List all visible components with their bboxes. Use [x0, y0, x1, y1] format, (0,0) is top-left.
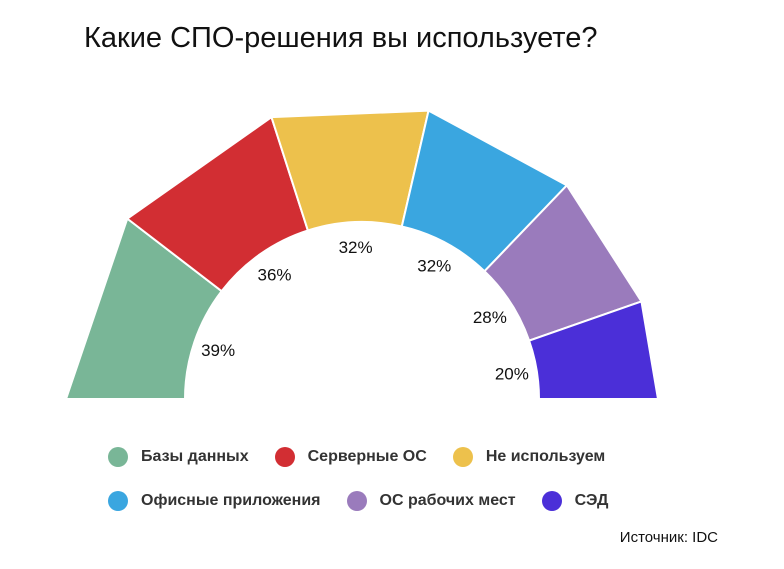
legend-label: Офисные приложения — [141, 492, 321, 509]
legend-item-workstation-os[interactable]: ОС рабочих мест — [346, 491, 516, 511]
legend-swatch — [108, 491, 128, 511]
data-label-0: 39% — [201, 341, 235, 360]
legend-item-server-os[interactable]: Серверные ОС — [274, 447, 427, 467]
legend-swatch — [541, 491, 562, 511]
legend-swatch — [346, 491, 367, 511]
legend-item-databases[interactable]: Базы данных — [108, 447, 249, 467]
legend-item-edms[interactable]: СЭД — [541, 491, 609, 511]
legend-row-2: Офисные приложения ОС рабочих мест СЭД — [108, 491, 634, 511]
legend-label: Не используем — [485, 448, 606, 465]
data-label-3: 32% — [417, 256, 451, 275]
legend-swatch — [452, 447, 473, 467]
legend-label: Серверные ОС — [307, 448, 427, 465]
legend-swatch — [108, 447, 128, 467]
legend-swatch — [274, 447, 295, 467]
legend-row-1: Базы данных Серверные ОС Не используем — [108, 447, 631, 467]
data-label-4: 28% — [473, 308, 507, 327]
semi-donut-chart: 39% 36% 32% 32% 28% 20% — [64, 109, 660, 400]
chart-data-labels: 39% 36% 32% 32% 28% 20% — [201, 238, 529, 383]
data-label-2: 32% — [339, 238, 373, 257]
legend-label: Базы данных — [141, 448, 249, 465]
legend-label: СЭД — [574, 492, 609, 509]
data-label-5: 20% — [495, 365, 529, 384]
data-label-1: 36% — [258, 266, 292, 285]
chart-slices — [64, 109, 660, 400]
legend-item-office-apps[interactable]: Офисные приложения — [108, 491, 321, 511]
chart-title: Какие СПО-решения вы используете? — [84, 22, 598, 54]
legend-label: ОС рабочих мест — [379, 492, 516, 509]
source-note: Источник: IDC — [619, 529, 718, 546]
legend-item-not-used[interactable]: Не используем — [452, 447, 606, 467]
slice-5[interactable] — [527, 300, 660, 400]
